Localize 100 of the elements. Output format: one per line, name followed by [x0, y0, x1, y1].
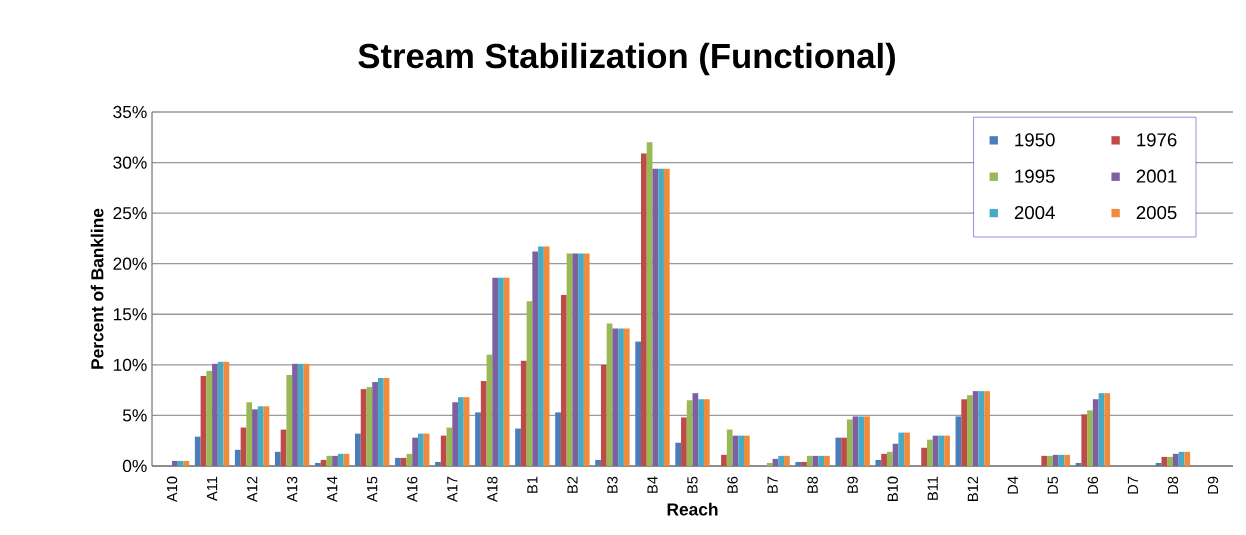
y-tick-label: 5% [122, 409, 147, 422]
bar [400, 457, 407, 466]
y-tick-label: 0% [122, 459, 147, 473]
x-tick-label: B6 [727, 476, 738, 493]
y-tick-label: 25% [113, 207, 147, 220]
bar [1052, 454, 1059, 466]
x-tick-label: A18 [487, 476, 498, 503]
bar [1161, 456, 1168, 466]
bar [721, 454, 727, 466]
bar [326, 455, 333, 466]
bar [658, 168, 664, 466]
bar [1172, 453, 1179, 466]
bar [532, 251, 539, 466]
bar [984, 391, 990, 466]
bar [886, 451, 893, 466]
bar [246, 402, 253, 466]
bar [766, 462, 773, 466]
bar [452, 402, 459, 466]
legend-label: 1950 [1015, 133, 1055, 147]
x-tick-label: A14 [327, 476, 338, 503]
legend-label: 2005 [1136, 205, 1177, 220]
bar [297, 363, 304, 466]
bar [978, 391, 985, 466]
legend-label: 1995 [1015, 169, 1055, 183]
bar [1184, 451, 1191, 466]
x-tick-label: D7 [1127, 476, 1138, 494]
bar [738, 435, 745, 466]
bar [858, 416, 865, 466]
bar [515, 428, 521, 466]
bar [217, 361, 224, 466]
bar [1092, 399, 1099, 466]
x-tick-label: B7 [767, 476, 778, 493]
bar [1167, 456, 1173, 466]
bar [435, 461, 441, 466]
bar [337, 453, 344, 466]
bar [492, 277, 499, 466]
x-tick-label: B1 [527, 476, 538, 493]
bar [600, 364, 607, 466]
bar [274, 451, 281, 466]
bar [675, 442, 682, 466]
bar [366, 387, 373, 466]
bar [572, 253, 579, 466]
y-tick-label: 30% [113, 156, 147, 169]
bar [583, 253, 590, 466]
bar [698, 399, 704, 466]
bar [663, 168, 670, 466]
bar [926, 439, 933, 466]
legend-label: 1976 [1137, 133, 1177, 147]
bar [292, 363, 298, 466]
bar [543, 246, 550, 466]
bar [286, 374, 293, 466]
x-tick-label: D4 [1007, 476, 1018, 494]
bar [498, 277, 504, 466]
bar [1104, 393, 1111, 466]
bar [377, 378, 384, 466]
x-tick-label: D8 [1167, 476, 1179, 494]
x-tick-label: B10 [887, 476, 898, 501]
bar [938, 435, 945, 466]
x-tick-label: D9 [1207, 476, 1219, 494]
bar [1047, 455, 1053, 466]
x-tick-label: B2 [567, 476, 578, 493]
y-tick-label: 10% [113, 358, 147, 371]
x-tick-label: D6 [1087, 476, 1099, 494]
bar [967, 395, 973, 466]
bar [881, 453, 887, 466]
bar [417, 433, 424, 466]
bar [784, 455, 790, 466]
x-tick-label: A15 [367, 476, 378, 503]
bar [841, 437, 847, 466]
bar [703, 399, 710, 466]
bar [641, 153, 647, 466]
chart-title: Stream Stabilization (Functional) [358, 42, 895, 76]
bar [458, 397, 464, 466]
bar [795, 461, 802, 466]
bar [921, 447, 927, 466]
y-tick-label: 35% [113, 105, 147, 119]
bar [395, 457, 401, 466]
bar [944, 435, 950, 466]
x-tick-label: B4 [647, 476, 658, 493]
bar [726, 429, 733, 466]
y-tick-label: 15% [113, 308, 147, 321]
bar [555, 412, 561, 466]
bar [1041, 455, 1048, 466]
bar [480, 381, 487, 466]
bar [314, 462, 321, 466]
bar [1064, 454, 1071, 466]
y-tick-label: 20% [113, 257, 147, 270]
x-tick-label: A13 [286, 476, 298, 503]
x-tick-label: D5 [1047, 476, 1058, 494]
bar [206, 370, 213, 466]
bar [172, 460, 178, 466]
bar [440, 435, 447, 466]
bar [355, 433, 361, 466]
bar [623, 328, 630, 466]
bar [681, 417, 687, 466]
x-tick-label: B12 [967, 476, 978, 501]
x-tick-label: A11 [207, 476, 218, 502]
bar [194, 436, 201, 466]
bar [635, 341, 641, 466]
bar [652, 168, 659, 466]
